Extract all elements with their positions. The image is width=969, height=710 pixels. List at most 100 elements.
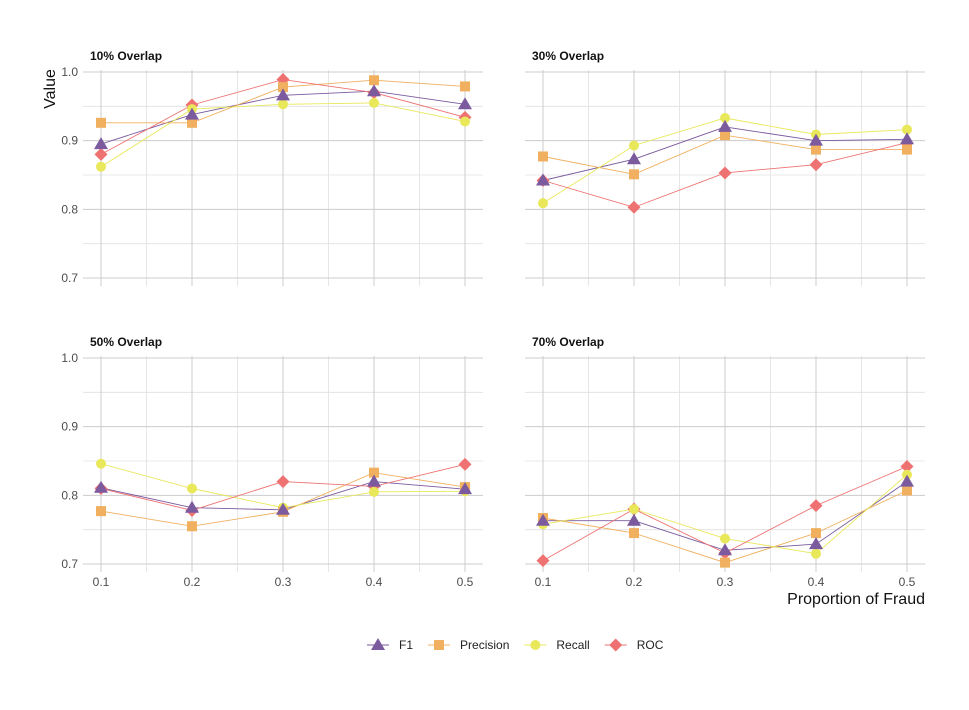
legend-key-roc — [609, 638, 623, 652]
legend-key-recall — [530, 640, 541, 650]
point-precision — [811, 528, 821, 539]
panel-70-overlap: 70% Overlap 0.1 0.2 0.3 0.4 0.5 — [525, 335, 925, 589]
x-axis-title: Proportion of Fraud — [787, 591, 925, 608]
grid — [525, 70, 925, 286]
x-tick-label: 0.5 — [457, 575, 474, 589]
point-precision — [369, 75, 379, 86]
y-tick-label: 0.7 — [61, 557, 78, 571]
point-precision — [629, 169, 639, 180]
point-precision — [96, 506, 106, 517]
point-f1 — [809, 537, 823, 550]
point-f1 — [900, 474, 914, 487]
y-tick-label: 1.0 — [61, 65, 78, 79]
panel-50-overlap: 50% Overlap 0.7 0.8 0.9 1.0 0.1 0.2 0.3 0.4 0.5 — [61, 335, 483, 589]
point-recall — [629, 140, 639, 151]
legend-item-roc: ROC — [604, 638, 664, 652]
point-precision — [720, 557, 730, 568]
point-roc — [809, 499, 823, 513]
point-recall — [811, 548, 821, 559]
point-recall — [720, 113, 730, 124]
legend-item-precision: Precision — [428, 638, 509, 652]
x-tick-label: 0.2 — [184, 575, 201, 589]
point-f1 — [367, 474, 381, 487]
legend-key-precision — [434, 640, 445, 650]
point-f1 — [536, 513, 550, 526]
point-roc — [809, 158, 823, 172]
point-precision — [811, 144, 821, 155]
point-precision — [902, 144, 912, 155]
point-f1 — [627, 513, 641, 526]
point-f1 — [900, 132, 914, 145]
panel-30-overlap: 30% Overlap — [525, 49, 925, 286]
y-tick-label: 0.8 — [61, 202, 78, 216]
point-precision — [187, 117, 197, 128]
point-f1 — [276, 88, 290, 101]
point-recall — [538, 198, 548, 209]
point-f1 — [536, 173, 550, 186]
point-f1 — [276, 502, 290, 515]
point-precision — [278, 82, 288, 93]
legend-label: Precision — [460, 638, 509, 652]
point-roc — [627, 200, 641, 214]
x-tick-label: 0.1 — [93, 575, 110, 589]
y-tick-label: 0.9 — [61, 134, 78, 148]
y-tick-label: 1.0 — [61, 351, 78, 365]
legend: F1 Precision Recall ROC — [367, 638, 664, 652]
point-roc — [536, 554, 550, 568]
panel-title: 50% Overlap — [90, 335, 162, 349]
point-recall — [369, 486, 379, 497]
y-tick-label: 0.8 — [61, 488, 78, 502]
y-tick-label: 0.7 — [61, 271, 78, 285]
x-tick-label: 0.3 — [275, 575, 292, 589]
point-precision — [369, 467, 379, 478]
point-precision — [187, 521, 197, 532]
point-f1 — [627, 152, 641, 165]
point-precision — [629, 528, 639, 539]
point-f1 — [718, 543, 732, 556]
point-f1 — [458, 482, 472, 495]
panel-10-overlap: 10% Overlap 0.7 0.8 0.9 1.0 — [61, 49, 483, 286]
panel-title: 10% Overlap — [90, 49, 162, 63]
legend-item-recall: Recall — [524, 638, 590, 652]
point-precision — [538, 151, 548, 162]
y-axis-title: Value — [42, 69, 59, 109]
point-roc — [900, 459, 914, 473]
chart-panels: 10% Overlap 0.7 0.8 0.9 1.0 30% Overlap 50% Ov… — [61, 49, 925, 589]
point-f1 — [94, 480, 108, 493]
point-f1 — [185, 500, 199, 513]
point-roc — [458, 457, 472, 471]
point-f1 — [367, 84, 381, 97]
point-f1 — [458, 97, 472, 110]
point-recall — [96, 161, 106, 172]
legend-label: ROC — [637, 638, 664, 652]
point-precision — [720, 130, 730, 141]
point-precision — [96, 117, 106, 128]
point-precision — [460, 81, 470, 92]
x-tick-label: 0.1 — [535, 575, 552, 589]
point-f1 — [94, 137, 108, 150]
point-roc — [718, 166, 732, 180]
point-f1 — [809, 133, 823, 146]
point-recall — [96, 458, 106, 469]
point-recall — [629, 504, 639, 515]
x-tick-label: 0.5 — [899, 575, 916, 589]
legend-label: F1 — [399, 638, 413, 652]
legend-key-f1 — [371, 638, 385, 650]
x-tick-label: 0.4 — [366, 575, 383, 589]
x-tick-label: 0.2 — [626, 575, 643, 589]
point-recall — [460, 116, 470, 127]
point-roc — [276, 475, 290, 489]
point-recall — [369, 97, 379, 108]
point-f1 — [718, 119, 732, 132]
x-tick-label: 0.4 — [808, 575, 825, 589]
grid — [83, 356, 483, 572]
legend-label: Recall — [556, 638, 589, 652]
x-tick-label: 0.3 — [717, 575, 734, 589]
legend-item-f1: F1 — [367, 638, 413, 652]
point-recall — [720, 533, 730, 544]
point-recall — [278, 99, 288, 110]
point-recall — [902, 124, 912, 135]
point-precision — [902, 485, 912, 496]
point-roc — [94, 147, 108, 161]
